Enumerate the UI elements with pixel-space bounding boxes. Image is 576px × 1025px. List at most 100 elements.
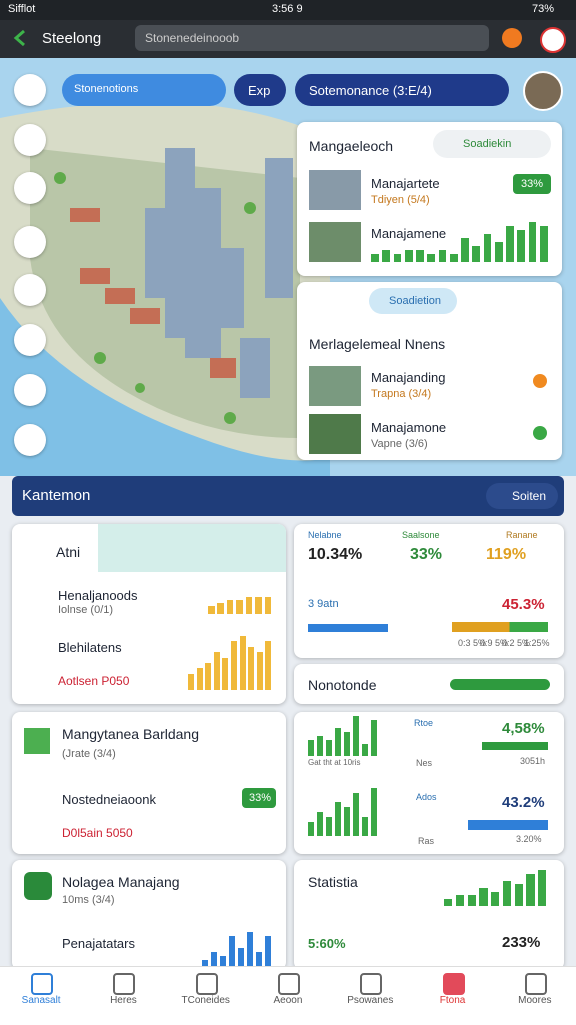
section-title[interactable]: Kantemon bbox=[22, 487, 91, 504]
chart-label: Rtoe bbox=[414, 718, 434, 728]
badge: 33% bbox=[513, 174, 551, 194]
bar bbox=[265, 641, 272, 690]
item-title: Manajartete bbox=[371, 176, 440, 191]
atni-card: Atni Henaljanoods Iolnse (0/1) Blehilate… bbox=[12, 524, 286, 704]
bar bbox=[238, 948, 245, 968]
bar bbox=[248, 646, 255, 690]
stat-value: 33% bbox=[410, 546, 443, 563]
bar bbox=[222, 657, 229, 690]
search-text: Stonenedeinooob bbox=[145, 31, 240, 45]
footer-label: 0:9 5% bbox=[480, 638, 509, 648]
bar bbox=[528, 222, 537, 262]
card-subtitle: (Jrate (3/4) bbox=[62, 748, 116, 760]
card-subtitle: 10ms (3/4) bbox=[62, 894, 115, 906]
nav-item[interactable]: Aeoon bbox=[247, 967, 329, 1025]
bar bbox=[247, 932, 254, 968]
chart-value: 43.2% bbox=[502, 794, 545, 811]
stats-card: Nelabne 10.34% Saalsone 33% Ranane 119% … bbox=[294, 524, 564, 658]
building-card: Mangytanea Barldang (Jrate (3/4) Nostedn… bbox=[12, 712, 286, 854]
back-icon[interactable] bbox=[10, 28, 30, 48]
footer-label: 0:3 5% bbox=[458, 638, 487, 648]
item-subtitle: Tdiyen (5/4) bbox=[371, 194, 430, 206]
bar bbox=[362, 816, 369, 836]
map-tool[interactable] bbox=[14, 124, 46, 156]
map-tool[interactable] bbox=[14, 274, 46, 306]
nav-item[interactable]: Ftona bbox=[411, 967, 493, 1025]
bar bbox=[382, 250, 391, 262]
progress bbox=[468, 820, 548, 830]
app-icon[interactable] bbox=[502, 28, 522, 48]
map-tool[interactable] bbox=[14, 172, 46, 204]
map-tool[interactable] bbox=[14, 324, 46, 356]
bar bbox=[353, 792, 360, 836]
row-value: 45.3% bbox=[502, 596, 545, 613]
map-tool[interactable] bbox=[14, 374, 46, 406]
nav-icon bbox=[31, 973, 54, 995]
action-button[interactable]: Soiten bbox=[486, 483, 558, 509]
profile-icon[interactable] bbox=[540, 27, 566, 53]
bar bbox=[220, 956, 227, 968]
bar bbox=[231, 641, 238, 690]
row-label: 3 9atn bbox=[308, 598, 339, 610]
nav-icon bbox=[442, 973, 465, 995]
bar bbox=[502, 880, 512, 906]
bar bbox=[188, 673, 195, 690]
map-tool[interactable] bbox=[14, 424, 46, 456]
badge[interactable]: Soadiekin bbox=[433, 130, 551, 158]
bar bbox=[467, 895, 476, 906]
nav-item[interactable]: Moores bbox=[494, 967, 576, 1025]
nav-label: Aeoon bbox=[273, 995, 303, 1006]
footer-label: 0:2 5% bbox=[502, 638, 531, 648]
bar bbox=[217, 602, 225, 614]
bar bbox=[239, 636, 246, 690]
nav-item[interactable]: Sanasalt bbox=[0, 967, 82, 1025]
bar bbox=[479, 888, 488, 906]
nav-item[interactable]: Psowanes bbox=[329, 967, 411, 1025]
bar bbox=[245, 597, 253, 614]
app-title: Steelong bbox=[42, 30, 102, 47]
exp-text: Exp bbox=[248, 83, 271, 98]
chart-sub: Nes bbox=[416, 758, 433, 768]
action-text: Soiten bbox=[512, 489, 547, 503]
bar bbox=[494, 242, 503, 262]
bar bbox=[444, 898, 453, 906]
nav-label: Moores bbox=[518, 995, 552, 1006]
avatar[interactable] bbox=[523, 71, 563, 111]
bar bbox=[265, 936, 272, 968]
search-box[interactable]: Stonenedeinooob bbox=[135, 25, 489, 51]
bar bbox=[472, 246, 481, 262]
nav-label: Heres bbox=[110, 995, 137, 1006]
bar bbox=[427, 254, 436, 262]
icon bbox=[24, 728, 50, 754]
icon bbox=[24, 872, 52, 900]
bar bbox=[526, 873, 535, 906]
bar bbox=[538, 870, 547, 906]
thumbnail bbox=[309, 414, 361, 454]
bar bbox=[229, 936, 236, 968]
bar bbox=[539, 226, 548, 262]
badge-text: 33% bbox=[249, 792, 272, 804]
bar bbox=[506, 226, 514, 262]
exp-button[interactable]: Exp bbox=[234, 74, 286, 106]
bar bbox=[211, 952, 218, 968]
stat-label: Nelabne bbox=[308, 530, 342, 540]
map-tool[interactable] bbox=[14, 226, 46, 258]
tab[interactable]: Soadietion bbox=[369, 288, 457, 314]
summary-text: Sotemonance (3:E/4) bbox=[309, 83, 432, 98]
nav-item[interactable]: Heres bbox=[82, 967, 164, 1025]
map-tool[interactable] bbox=[14, 74, 46, 106]
bottom-nav: Sanasalt Heres TConeides Aeoon Psowanes Ftona… bbox=[0, 966, 576, 1025]
progress bbox=[450, 679, 550, 690]
item-subtitle: Vapne (3/6) bbox=[371, 438, 428, 450]
stat-label: Saalsone bbox=[402, 530, 440, 540]
bar bbox=[483, 234, 492, 262]
bar bbox=[353, 716, 360, 756]
badge-text: 33% bbox=[521, 178, 544, 190]
selector[interactable]: Stonenotions bbox=[62, 74, 226, 106]
item-title: Nostedneiaoonk bbox=[62, 792, 156, 807]
bar bbox=[371, 720, 378, 756]
item-title: Manajamone bbox=[371, 420, 447, 435]
nav-item[interactable]: TConeides bbox=[165, 967, 247, 1025]
summary-pill[interactable]: Sotemonance (3:E/4) bbox=[295, 74, 509, 106]
